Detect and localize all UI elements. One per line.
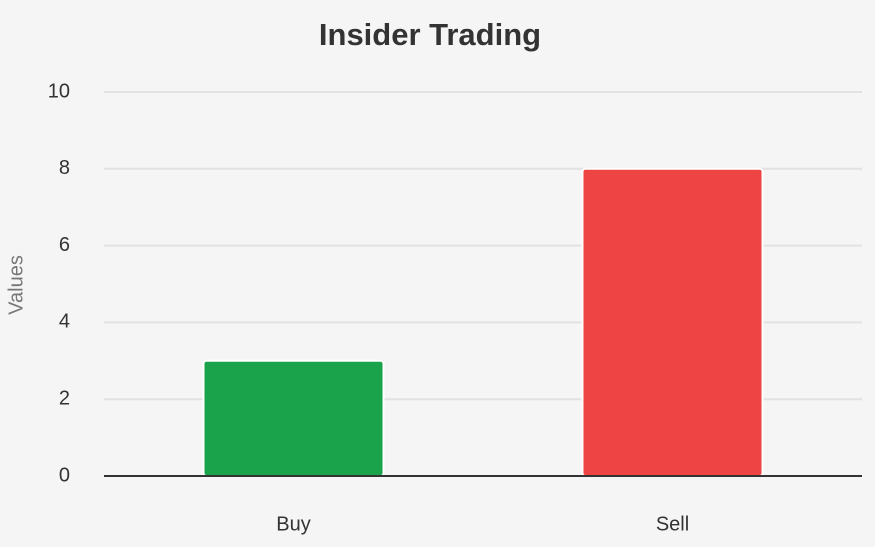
- x-tick-label: Sell: [656, 513, 689, 535]
- y-axis-label: Values: [5, 255, 27, 315]
- y-tick-label: 4: [59, 311, 70, 333]
- y-tick-label: 6: [59, 234, 70, 256]
- y-tick-label: 10: [48, 80, 70, 102]
- x-tick-label: Buy: [276, 513, 310, 535]
- y-tick-label: 2: [59, 387, 70, 409]
- bar: [581, 167, 764, 478]
- bar: [202, 359, 385, 477]
- y-tick-label: 8: [59, 157, 70, 179]
- chart-title: Insider Trading: [319, 17, 541, 52]
- y-tick-label: 0: [59, 464, 70, 486]
